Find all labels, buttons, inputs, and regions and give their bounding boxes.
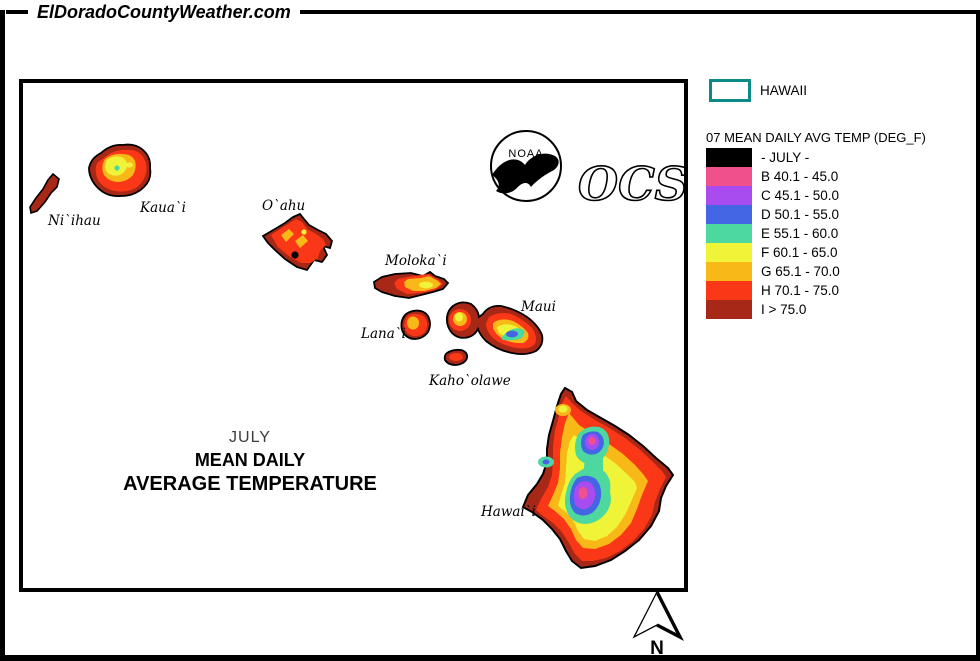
island-oahu [261, 212, 333, 272]
island-maui [445, 301, 544, 356]
hawaii-maunaloa-zone-B [578, 487, 588, 499]
hawaii-extent-box [709, 79, 751, 102]
site-wordmark[interactable]: ElDoradoCountyWeather.com [28, 0, 300, 23]
label-molokai: Moloka`i [385, 253, 447, 269]
north-arrow: N [632, 590, 684, 659]
oahu-point-marker [291, 251, 299, 259]
kauai-zone-E [114, 165, 120, 171]
hawaii-maunakea-zone-B [588, 437, 596, 445]
noaa-bird-icon [492, 153, 559, 194]
legend-entry-label: E 55.1 - 60.0 [761, 226, 839, 241]
legend-entry-i: I > 75.0 [706, 300, 840, 319]
north-arrow-shape [632, 590, 682, 639]
island-lanai [400, 309, 431, 340]
legend-entry-label: C 45.1 - 50.0 [761, 188, 840, 203]
legend-entry-label: B 40.1 - 45.0 [761, 169, 839, 184]
hawaii-north-zone-F [558, 405, 568, 413]
legend-swatch-b [706, 167, 752, 186]
legend-entry-label: - JULY - [761, 150, 810, 165]
noaa-logo: NOAA [490, 130, 562, 202]
legend-entry-label: I > 75.0 [761, 302, 807, 317]
legend-swatch-h [706, 281, 752, 300]
label-niihau: Ni`ihau [48, 213, 101, 229]
legend-swatch-c [706, 186, 752, 205]
hawaii-islands-map: NOAA OCS [29, 130, 684, 570]
legend-swatch-july [706, 148, 752, 167]
legend-entry-f: F 60.1 - 65.0 [706, 243, 840, 262]
oahu-zone-G [281, 229, 294, 242]
legend-swatch-e [706, 224, 752, 243]
island-kauai [88, 143, 152, 197]
legend-entry-label: D 50.1 - 55.0 [761, 207, 840, 222]
hawaii-hualalai-zone-D [542, 459, 550, 465]
legend-entry-d: D 50.1 - 55.0 [706, 205, 840, 224]
label-oahu: O`ahu [262, 198, 306, 214]
noaa-label: NOAA [508, 148, 543, 160]
legend-entry-label: F 60.1 - 65.0 [761, 245, 838, 260]
legend-entry-b: B 40.1 - 45.0 [706, 167, 840, 186]
legend-rows: - JULY - B 40.1 - 45.0 C 45.1 - 50.0 D 5… [706, 148, 840, 319]
maui-east-zone-D [506, 330, 518, 338]
label-kahoolawe: Kaho`olawe [429, 373, 511, 389]
legend-entry-c: C 45.1 - 50.0 [706, 186, 840, 205]
oahu-zone-F [301, 229, 307, 235]
legend-swatch-i [706, 300, 752, 319]
left-border [0, 10, 5, 661]
top-rule [6, 10, 977, 14]
legend-entry-h: H 70.1 - 75.0 [706, 281, 840, 300]
map-title-line2: MEAN DAILY [194, 450, 306, 470]
island-molokai [373, 270, 450, 299]
legend-swatch-d [706, 205, 752, 224]
island-hawaii [521, 386, 675, 570]
kahoolawe-zone-H [449, 353, 463, 361]
map-title: JULY MEAN DAILY AVERAGE TEMPERATURE [83, 428, 417, 497]
oahu-zone-G2 [295, 235, 308, 248]
label-kauai: Kaua`i [140, 200, 186, 216]
north-arrow-label: N [650, 638, 664, 659]
legend-entry-label: G 65.1 - 70.0 [761, 264, 840, 279]
island-niihau [29, 172, 60, 215]
molokai-zone-F [419, 281, 433, 289]
legend-swatch-f [706, 243, 752, 262]
map-title-line3: AVERAGE TEMPERATURE [123, 473, 377, 495]
legend-swatch-g [706, 262, 752, 281]
legend-entry-july: - JULY - [706, 148, 840, 167]
right-border [976, 10, 980, 661]
lanai-zone-G [407, 316, 419, 330]
label-maui: Maui [521, 299, 556, 315]
ocs-logo: OCS [578, 157, 684, 211]
label-hawaii: Hawai`i [481, 504, 536, 520]
map-frame: NOAA OCS Ni`ihau Kaua`i O`ahu Moloka`i L… [19, 79, 688, 592]
label-lanai: Lana`i [361, 326, 406, 342]
map-title-month: JULY [229, 429, 271, 446]
legend-title: 07 MEAN DAILY AVG TEMP (DEG_F) [706, 130, 926, 145]
legend-entry-e: E 55.1 - 60.0 [706, 224, 840, 243]
bottom-border [0, 655, 980, 661]
legend-entry-g: G 65.1 - 70.0 [706, 262, 840, 281]
island-kahoolawe [443, 348, 469, 366]
maui-west-zone-F [455, 312, 463, 322]
niihau-coastline [29, 172, 60, 215]
north-arrow-bold-edge [655, 591, 684, 641]
kauai-zone-F2 [125, 162, 133, 168]
legend-entry-label: H 70.1 - 75.0 [761, 283, 840, 298]
hawaii-extent-label: HAWAII [760, 83, 807, 98]
